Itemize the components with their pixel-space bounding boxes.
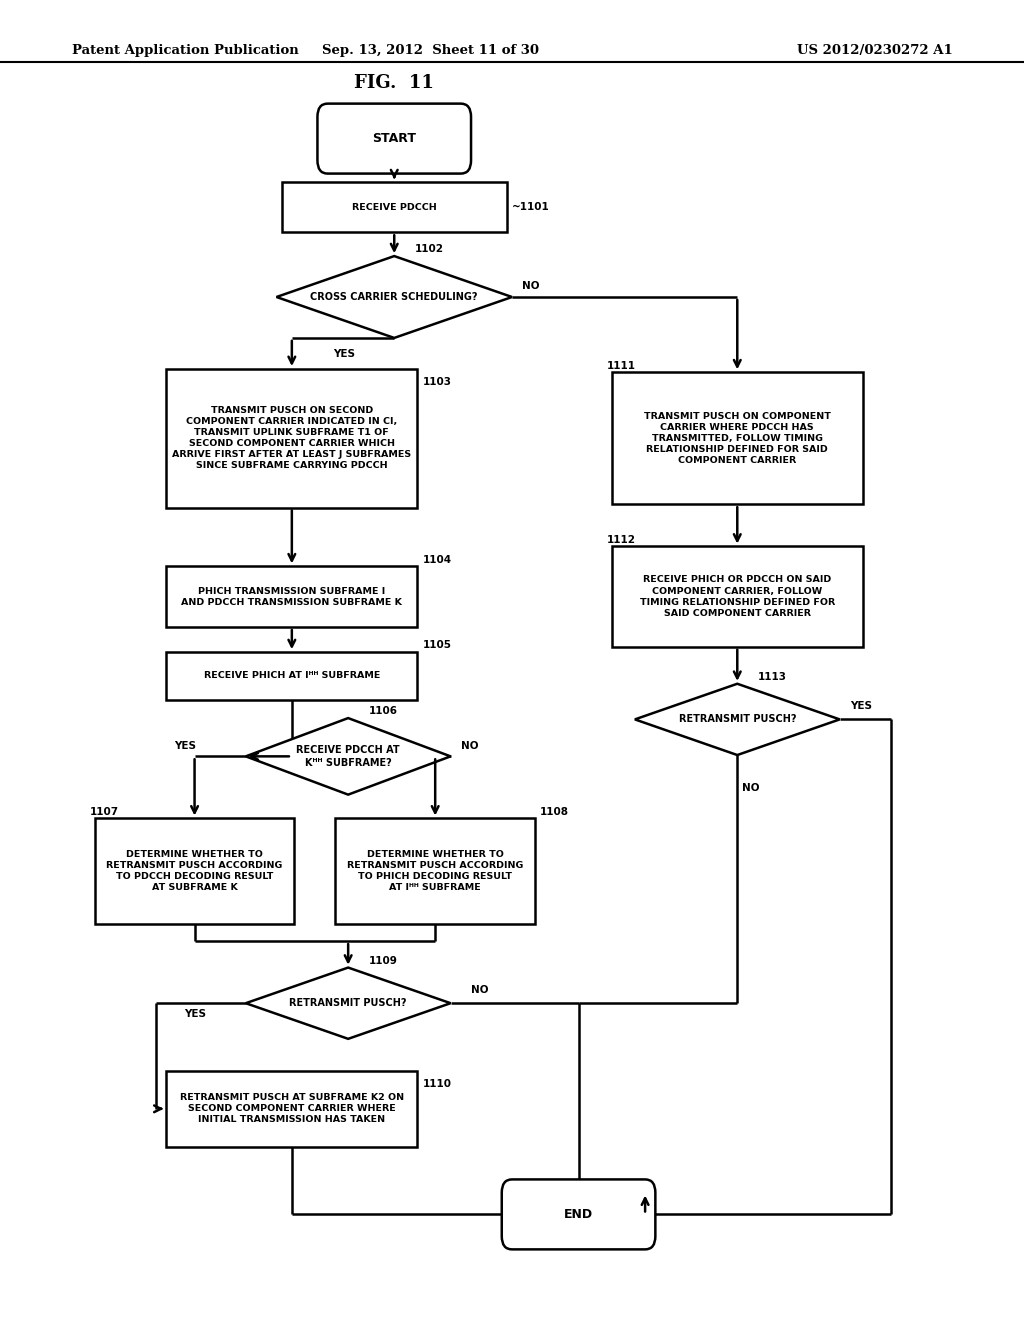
Text: 1113: 1113 xyxy=(758,672,786,682)
Polygon shape xyxy=(246,968,451,1039)
Text: YES: YES xyxy=(850,701,871,711)
Text: 1107: 1107 xyxy=(90,807,119,817)
Text: 1108: 1108 xyxy=(541,807,569,817)
Text: 1105: 1105 xyxy=(422,640,452,651)
Text: TRANSMIT PUSCH ON COMPONENT
CARRIER WHERE PDCCH HAS
TRANSMITTED, FOLLOW TIMING
R: TRANSMIT PUSCH ON COMPONENT CARRIER WHER… xyxy=(644,412,830,465)
Text: RECEIVE PHICH OR PDCCH ON SAID
COMPONENT CARRIER, FOLLOW
TIMING RELATIONSHIP DEF: RECEIVE PHICH OR PDCCH ON SAID COMPONENT… xyxy=(640,576,835,618)
Text: NO: NO xyxy=(471,985,488,995)
Bar xyxy=(336,818,535,924)
Text: PHICH TRANSMISSION SUBFRAME I
AND PDCCH TRANSMISSION SUBFRAME K: PHICH TRANSMISSION SUBFRAME I AND PDCCH … xyxy=(181,586,402,607)
Text: NO: NO xyxy=(461,741,478,751)
FancyBboxPatch shape xyxy=(317,103,471,173)
Text: YES: YES xyxy=(174,741,196,751)
Text: DETERMINE WHETHER TO
RETRANSMIT PUSCH ACCORDING
TO PDCCH DECODING RESULT
AT SUBF: DETERMINE WHETHER TO RETRANSMIT PUSCH AC… xyxy=(106,850,283,892)
FancyBboxPatch shape xyxy=(502,1180,655,1249)
Text: START: START xyxy=(373,132,416,145)
Bar xyxy=(166,1071,418,1147)
Text: US 2012/0230272 A1: US 2012/0230272 A1 xyxy=(797,44,952,57)
Text: 1109: 1109 xyxy=(369,956,397,966)
Polygon shape xyxy=(276,256,512,338)
Text: YES: YES xyxy=(184,1008,206,1019)
Text: NO: NO xyxy=(742,783,760,793)
Text: ~1101: ~1101 xyxy=(512,202,550,213)
Text: TRANSMIT PUSCH ON SECOND
COMPONENT CARRIER INDICATED IN CI,
TRANSMIT UPLINK SUBF: TRANSMIT PUSCH ON SECOND COMPONENT CARRI… xyxy=(172,407,412,470)
Text: RETRANSMIT PUSCH AT SUBFRAME K2 ON
SECOND COMPONENT CARRIER WHERE
INITIAL TRANSM: RETRANSMIT PUSCH AT SUBFRAME K2 ON SECON… xyxy=(180,1093,403,1125)
Bar xyxy=(611,372,862,504)
Text: 1103: 1103 xyxy=(422,378,452,387)
Bar xyxy=(166,566,418,627)
Text: RETRANSMIT PUSCH?: RETRANSMIT PUSCH? xyxy=(679,714,796,725)
Text: 1106: 1106 xyxy=(369,706,397,717)
Text: END: END xyxy=(564,1208,593,1221)
Polygon shape xyxy=(246,718,451,795)
Text: DETERMINE WHETHER TO
RETRANSMIT PUSCH ACCORDING
TO PHICH DECODING RESULT
AT Iᴴᴴ : DETERMINE WHETHER TO RETRANSMIT PUSCH AC… xyxy=(347,850,523,892)
Bar xyxy=(611,546,862,647)
Bar xyxy=(282,182,507,232)
Text: Patent Application Publication: Patent Application Publication xyxy=(72,44,298,57)
Text: CROSS CARRIER SCHEDULING?: CROSS CARRIER SCHEDULING? xyxy=(310,292,478,302)
Text: 1104: 1104 xyxy=(422,554,452,565)
Text: 1111: 1111 xyxy=(606,360,636,371)
Text: RECEIVE PHICH AT Iᴴᴴ SUBFRAME: RECEIVE PHICH AT Iᴴᴴ SUBFRAME xyxy=(204,672,380,680)
Polygon shape xyxy=(635,684,840,755)
Text: 1102: 1102 xyxy=(415,244,443,255)
Text: RECEIVE PDCCH: RECEIVE PDCCH xyxy=(352,203,436,211)
Bar xyxy=(166,652,418,700)
Text: Sep. 13, 2012  Sheet 11 of 30: Sep. 13, 2012 Sheet 11 of 30 xyxy=(322,44,539,57)
Text: NO: NO xyxy=(522,281,540,292)
Text: 1112: 1112 xyxy=(606,535,636,545)
Text: YES: YES xyxy=(333,348,354,359)
Text: FIG.  11: FIG. 11 xyxy=(354,74,434,92)
Text: 1110: 1110 xyxy=(422,1078,452,1089)
Bar xyxy=(94,818,295,924)
Bar xyxy=(166,370,418,507)
Text: RETRANSMIT PUSCH?: RETRANSMIT PUSCH? xyxy=(290,998,407,1008)
Text: RECEIVE PDCCH AT
Kᴴᴴ SUBFRAME?: RECEIVE PDCCH AT Kᴴᴴ SUBFRAME? xyxy=(296,746,400,767)
